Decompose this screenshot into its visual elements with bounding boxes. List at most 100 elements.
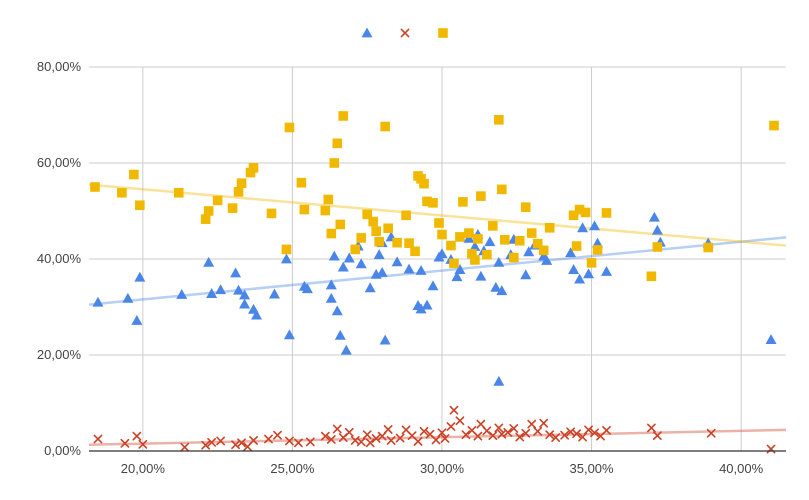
cross-data-point [413,437,423,446]
triangle-data-point [496,285,508,296]
cross-data-point [590,428,599,438]
square-data-point [401,210,411,221]
square-data-point [488,221,498,231]
x-tick-label: 25,00% [270,461,315,476]
triangle-data-point [376,266,388,277]
square-data-point [332,138,343,149]
cross-data-point [545,430,555,440]
triangle-data-point [337,261,349,272]
square-data-point [470,255,480,265]
cross-data-point [365,438,375,448]
square-data-point [514,235,525,246]
square-data-point [227,203,238,213]
cross-data-point [201,440,211,450]
cross-data-point [437,428,447,438]
square-data-point [467,248,477,259]
square-data-point [296,177,307,188]
square-legend-marker [438,28,448,38]
x-tick-label: 30,00% [420,461,465,476]
cross-data-point [515,432,525,442]
cross-data-point [395,433,405,443]
cross-data-point [293,438,303,448]
square-data-point [212,195,223,206]
cross-data-point [386,436,396,445]
triangle-data-point [523,246,535,257]
square-data-point [90,182,100,192]
triangle-data-point [403,263,415,274]
triangle-data-point [541,254,553,265]
square-data-point [404,238,414,248]
square-data-point [574,204,585,215]
triangle-data-point [283,329,295,340]
square-data-point [571,241,582,251]
cross-data-point [320,431,330,441]
cross-data-point [602,425,611,435]
triangle-data-point [379,334,391,345]
square-data-point [508,252,519,263]
cross-data-point [138,439,148,449]
square-data-point [323,194,334,205]
y-tick-label: 40,00% [37,251,82,266]
cross-data-point [344,427,354,437]
y-tick-label: 20,00% [37,347,82,362]
square-data-point [532,238,543,249]
square-data-point [646,271,657,282]
triangle-data-point [251,309,263,320]
triangle-data-point [520,269,532,280]
square-data-point [586,258,597,268]
cross-data-point [216,436,226,446]
square-data-point [458,197,468,207]
y-tick-label: 0,00% [44,443,81,458]
cross-data-point [326,435,336,444]
triangle-data-point [469,241,481,251]
cross-data-point [440,434,450,443]
square-data-point [117,187,127,198]
square-data-point [356,233,367,243]
cross-data-point [285,436,294,446]
cross-data-point [356,437,366,447]
triangle-data-point [325,292,337,303]
triangle-data-point [451,271,463,282]
square-data-point [350,244,361,255]
square-data-point [464,228,474,238]
cross-data-point [578,432,587,442]
square-data-point [236,178,247,188]
square-data-point [419,178,429,189]
square-data-point [266,208,277,219]
cross-data-point [488,431,498,441]
square-data-point [652,242,663,252]
square-data-point [320,205,331,216]
triangle-data-point [325,279,337,290]
axes: 0,00% 20,00% 40,00% 60,00% 80,00% 20,00% 25,00… [37,59,786,476]
y-tick-label: 80,00% [37,59,82,74]
legend[interactable] [361,27,448,38]
triangle-data-point [340,344,352,355]
triangle-data-point [484,236,496,247]
triangle-data-point [215,284,227,295]
square-data-point [410,246,420,257]
square-data-point [368,216,378,227]
cross-data-point [362,430,372,440]
cross-data-point [93,434,103,444]
cross-data-point [207,437,217,447]
triangle-data-point [331,305,343,316]
triangle-data-point [280,253,292,264]
cross-data-point [446,422,456,431]
square-data-point [568,210,579,221]
square-data-point [601,208,612,218]
triangle-data-point [568,264,580,274]
triangle-data-point [206,288,218,298]
cross-data-point [237,438,246,448]
square-data-point [434,218,444,228]
triangle-data-point [493,375,505,386]
triangle-trendline [88,236,787,306]
square-data-point [544,223,555,233]
square-data-point [580,207,591,218]
cross-data-point [249,436,258,445]
square-data-point [299,204,310,215]
square-data-point [173,187,184,198]
square-data-point [383,223,393,234]
triangle-data-point [92,296,104,307]
square-data-point [494,115,504,125]
triangle-data-point [230,267,242,278]
